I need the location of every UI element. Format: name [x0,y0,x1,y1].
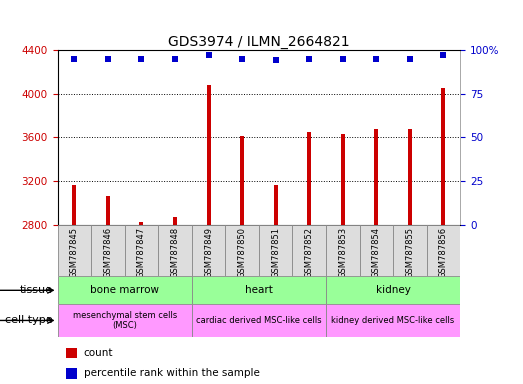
Bar [58,276,192,304]
Text: bone marrow: bone marrow [90,285,159,295]
Bar [140,222,143,225]
Text: GSM787853: GSM787853 [338,227,347,278]
Point [338,56,347,62]
Bar [307,132,311,225]
Bar [192,276,326,304]
Text: GSM787856: GSM787856 [439,227,448,278]
Bar [240,136,244,225]
Text: GSM787850: GSM787850 [237,227,247,278]
Text: count: count [84,348,113,358]
Bar [326,276,460,304]
Text: GSM787849: GSM787849 [204,227,213,278]
Bar [393,225,427,276]
Bar [441,88,446,225]
Text: GSM787852: GSM787852 [305,227,314,278]
Bar [225,225,259,276]
Point [372,56,381,62]
Bar [58,304,192,337]
Text: heart: heart [245,285,273,295]
Text: GSM787846: GSM787846 [104,227,112,278]
Text: kidney: kidney [376,285,411,295]
Bar [274,185,278,225]
Bar [326,304,460,337]
Point [137,56,145,62]
Text: GSM787845: GSM787845 [70,227,79,278]
Bar [158,225,192,276]
Bar [207,85,211,225]
Text: percentile rank within the sample: percentile rank within the sample [84,368,259,378]
Text: GSM787848: GSM787848 [170,227,179,278]
Text: tissue: tissue [19,285,52,295]
Bar [192,225,225,276]
Text: GSM787855: GSM787855 [405,227,414,278]
Bar [173,217,177,225]
Point [406,56,414,62]
Bar [65,348,77,358]
Title: GDS3974 / ILMN_2664821: GDS3974 / ILMN_2664821 [168,35,350,49]
Point [70,56,78,62]
Point [104,56,112,62]
Point [171,56,179,62]
Bar [259,225,292,276]
Text: GSM787847: GSM787847 [137,227,146,278]
Point [305,56,313,62]
Bar [65,368,77,379]
Bar [72,185,76,225]
Text: mesenchymal stem cells
(MSC): mesenchymal stem cells (MSC) [73,311,177,330]
Bar [124,225,158,276]
Bar [58,225,91,276]
Bar [408,129,412,225]
Text: kidney derived MSC-like cells: kidney derived MSC-like cells [332,316,454,325]
Point [271,57,280,63]
Text: GSM787851: GSM787851 [271,227,280,278]
Bar [192,304,326,337]
Text: cardiac derived MSC-like cells: cardiac derived MSC-like cells [196,316,322,325]
Point [439,52,448,58]
Bar [292,225,326,276]
Bar [106,196,110,225]
Bar [91,225,124,276]
Bar [360,225,393,276]
Bar [427,225,460,276]
Bar [326,225,360,276]
Bar [341,134,345,225]
Bar [374,129,378,225]
Text: cell type: cell type [5,315,52,326]
Point [204,52,213,58]
Text: GSM787854: GSM787854 [372,227,381,278]
Point [238,56,246,62]
